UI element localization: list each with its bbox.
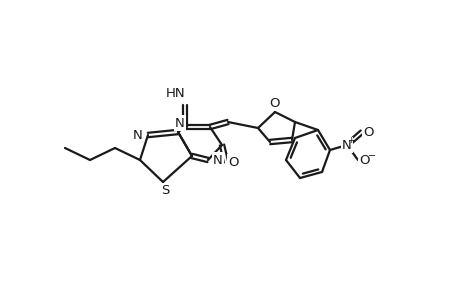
Text: O: O xyxy=(228,155,239,169)
Text: O: O xyxy=(359,154,369,166)
Text: N: N xyxy=(341,139,351,152)
Text: +: + xyxy=(347,136,354,145)
Text: N: N xyxy=(175,116,185,130)
Text: HN: HN xyxy=(166,86,185,100)
Text: O: O xyxy=(269,97,280,110)
Text: N: N xyxy=(213,154,223,166)
Text: N: N xyxy=(133,128,143,142)
Text: O: O xyxy=(363,125,374,139)
Text: S: S xyxy=(161,184,169,197)
Text: −: − xyxy=(367,151,375,161)
